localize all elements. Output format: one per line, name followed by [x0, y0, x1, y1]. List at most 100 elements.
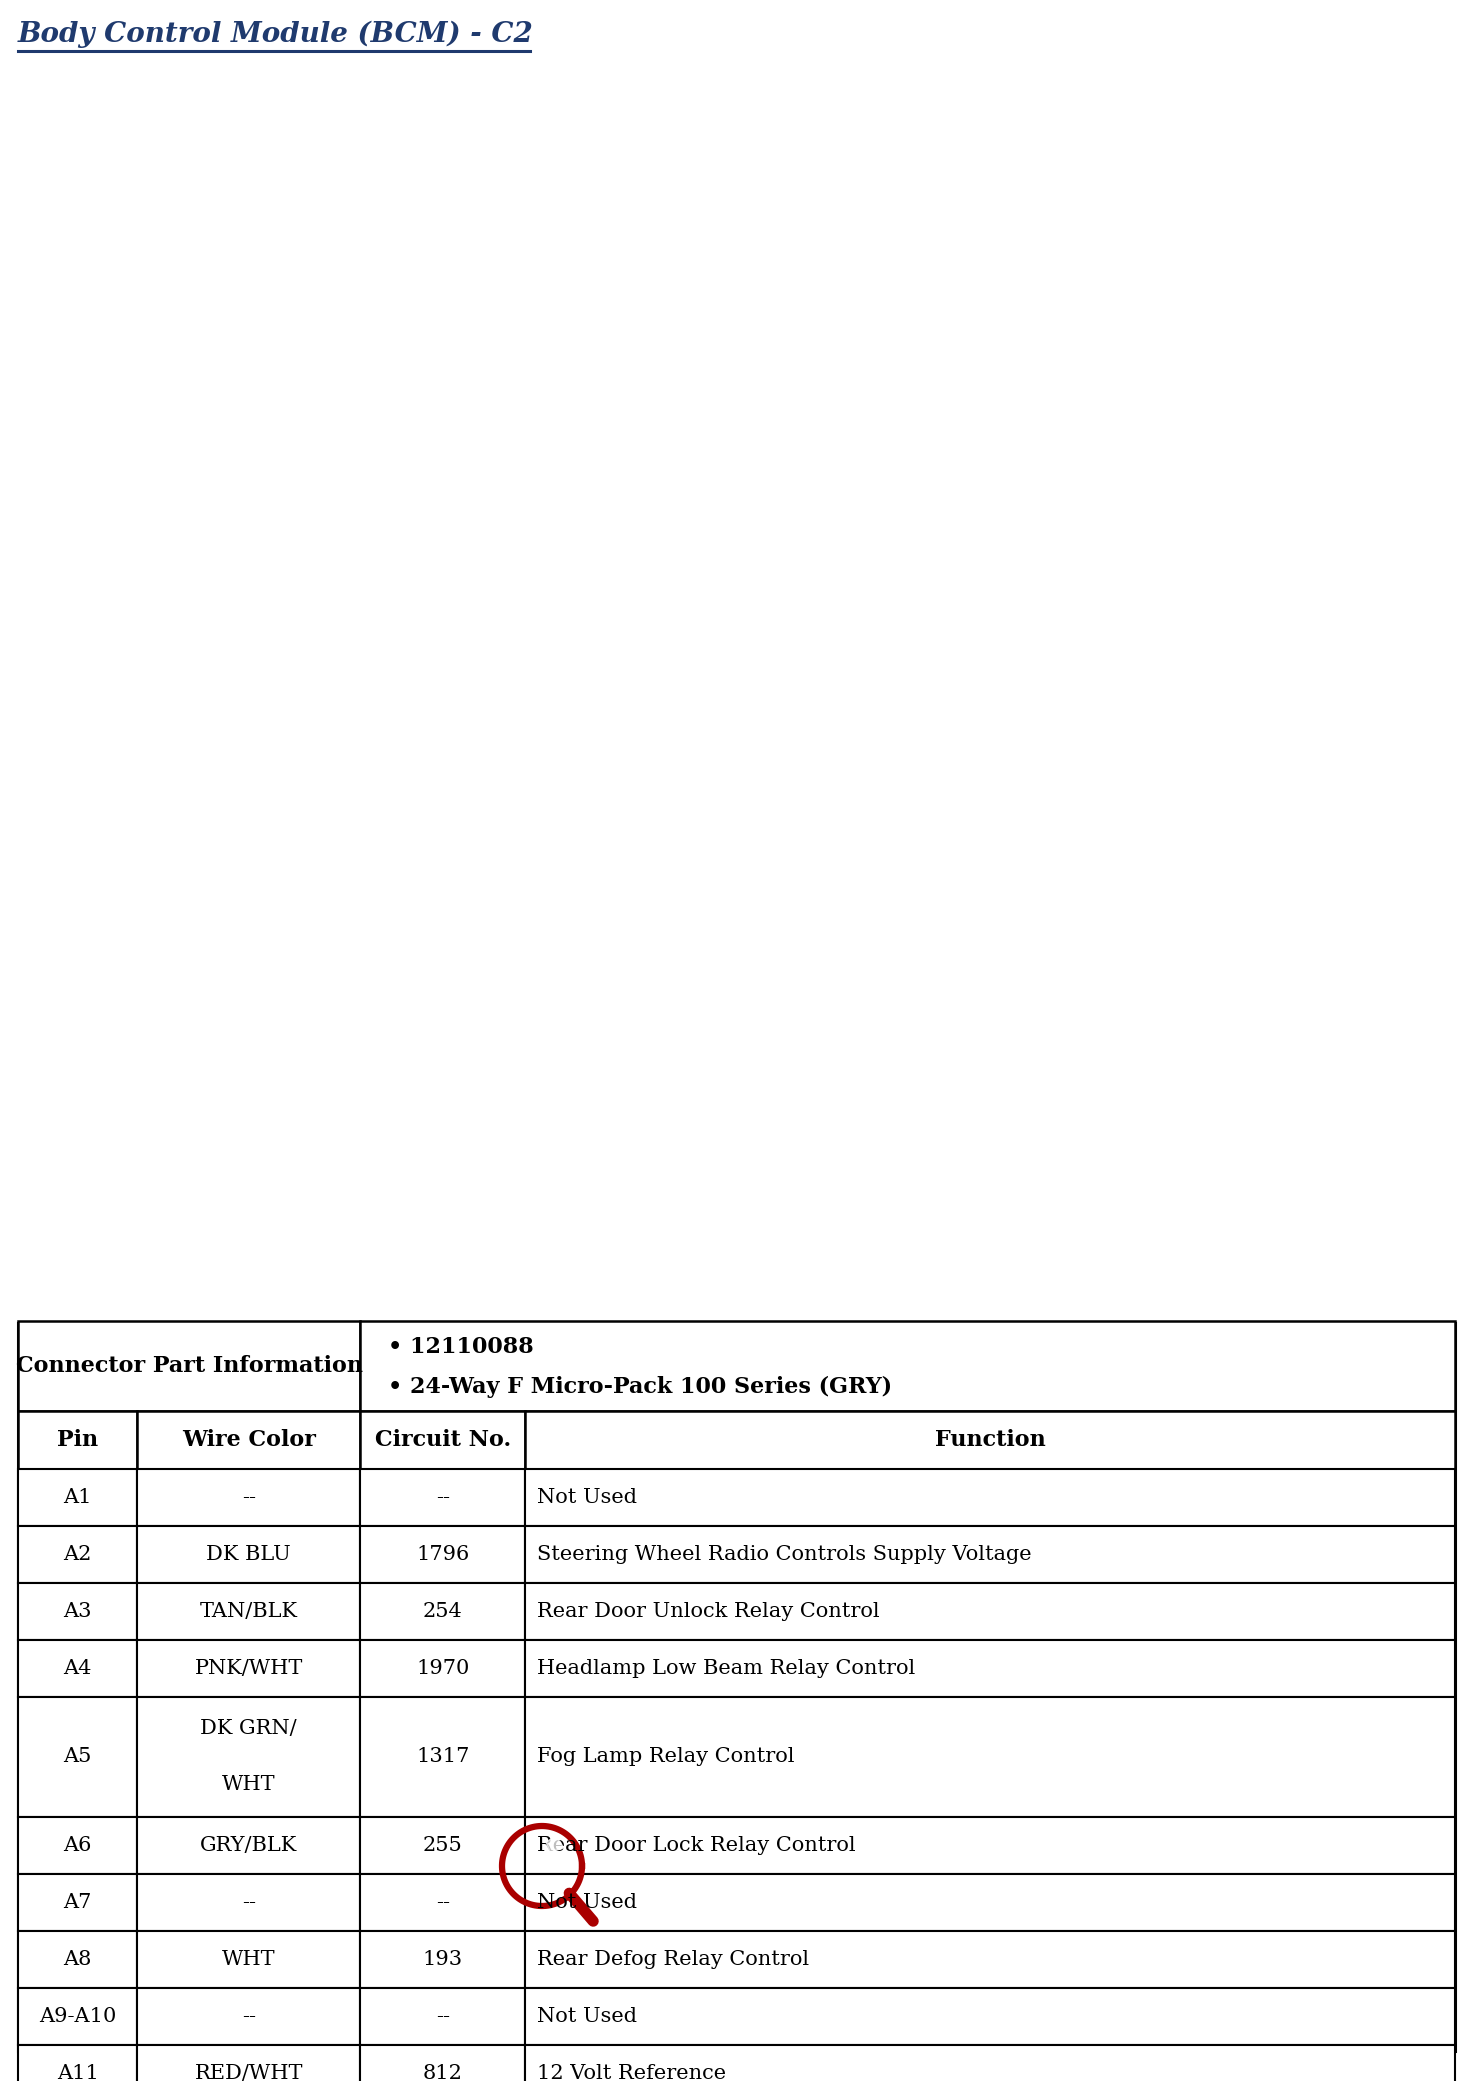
Bar: [783, 1596, 796, 1621]
Bar: [648, 1625, 673, 1656]
Bar: [526, 1931, 1454, 1987]
Text: Fog Lamp Relay Control: Fog Lamp Relay Control: [537, 1748, 795, 1767]
Bar: [553, 1625, 580, 1656]
Bar: [368, 1625, 394, 1656]
Text: Rear Door Unlock Relay Control: Rear Door Unlock Relay Control: [537, 1602, 880, 1621]
Bar: [526, 1875, 1454, 1931]
Bar: [461, 1723, 487, 1752]
Text: A3: A3: [63, 1602, 91, 1621]
Bar: [361, 1321, 1454, 1411]
Bar: [804, 1669, 818, 1694]
Bar: [526, 1584, 1454, 1640]
Bar: [824, 1596, 839, 1621]
Bar: [361, 1987, 526, 2046]
Text: Function: Function: [935, 1430, 1045, 1450]
Bar: [824, 1704, 839, 1729]
Bar: [526, 2046, 1454, 2081]
Bar: [361, 1640, 526, 1696]
Bar: [565, 1519, 626, 1561]
Bar: [252, 1594, 269, 1756]
Bar: [361, 1817, 526, 1875]
Polygon shape: [502, 1825, 581, 1906]
Bar: [361, 1875, 526, 1931]
Bar: [824, 1669, 839, 1694]
Polygon shape: [546, 1835, 564, 1852]
Bar: [137, 1640, 361, 1696]
Text: 812: 812: [422, 2064, 462, 2081]
Text: Not Used: Not Used: [537, 1894, 637, 1912]
Text: DK GRN/

WHT: DK GRN/ WHT: [200, 1719, 297, 1794]
Bar: [18, 1584, 137, 1640]
Bar: [330, 1527, 369, 1552]
Text: A9-A10: A9-A10: [38, 2006, 116, 2027]
Bar: [137, 1469, 361, 1525]
Bar: [553, 1723, 580, 1752]
Text: DK BLU: DK BLU: [206, 1544, 291, 1565]
Bar: [368, 1723, 394, 1752]
Text: --: --: [436, 1488, 449, 1507]
Bar: [804, 1634, 818, 1656]
Bar: [137, 1817, 361, 1875]
Bar: [523, 1723, 549, 1752]
Bar: [361, 1411, 526, 1469]
Bar: [783, 1634, 796, 1656]
Bar: [461, 1625, 487, 1656]
Bar: [492, 1625, 518, 1656]
Text: PNK/WHT: PNK/WHT: [194, 1659, 303, 1677]
Text: 1970: 1970: [417, 1659, 470, 1677]
Bar: [526, 1817, 1454, 1875]
Bar: [846, 1634, 860, 1656]
Bar: [526, 1525, 1454, 1584]
Bar: [867, 1669, 882, 1694]
Bar: [765, 1567, 920, 1750]
Bar: [867, 1704, 882, 1729]
Bar: [615, 1723, 642, 1752]
Text: • 12110088: • 12110088: [389, 1336, 534, 1359]
Text: --: --: [241, 1488, 256, 1507]
Bar: [430, 1625, 456, 1656]
Bar: [584, 1723, 611, 1752]
Bar: [18, 1817, 137, 1875]
Text: Body Control Module (BCM) - C2: Body Control Module (BCM) - C2: [18, 21, 534, 48]
Bar: [137, 2046, 361, 2081]
Text: Wire Color: Wire Color: [181, 1430, 315, 1450]
Bar: [824, 1634, 839, 1656]
Bar: [526, 1411, 1454, 1469]
Bar: [18, 1324, 1454, 2052]
Bar: [450, 1527, 490, 1552]
Bar: [137, 1931, 361, 1987]
Bar: [888, 1596, 902, 1621]
Bar: [361, 1469, 526, 1525]
Text: Steering Wheel Radio Controls Supply Voltage: Steering Wheel Radio Controls Supply Vol…: [537, 1544, 1032, 1565]
Bar: [18, 1875, 137, 1931]
Text: A5: A5: [63, 1748, 91, 1767]
Bar: [137, 1411, 361, 1469]
Text: Connector Part Information: Connector Part Information: [16, 1355, 362, 1378]
Text: Not Used: Not Used: [537, 1488, 637, 1507]
Bar: [361, 1584, 526, 1640]
Text: A2: A2: [63, 1544, 91, 1565]
Bar: [18, 2046, 137, 2081]
Bar: [804, 1704, 818, 1729]
Bar: [399, 1723, 425, 1752]
Text: A1: A1: [412, 1442, 447, 1465]
Bar: [888, 1634, 902, 1656]
Text: 12 Volt Reference: 12 Volt Reference: [537, 2064, 726, 2081]
Bar: [361, 1525, 526, 1584]
Bar: [361, 1931, 526, 1987]
Text: A6: A6: [63, 1835, 91, 1854]
Bar: [526, 1469, 1454, 1525]
Bar: [361, 1696, 526, 1817]
Text: GRY/BLK: GRY/BLK: [200, 1835, 297, 1854]
Bar: [867, 1596, 882, 1621]
Bar: [306, 1723, 333, 1752]
Bar: [337, 1723, 364, 1752]
Bar: [137, 1875, 361, 1931]
Bar: [648, 1723, 673, 1752]
Text: A7: A7: [63, 1894, 91, 1912]
Text: 1796: 1796: [417, 1544, 470, 1565]
Bar: [283, 1569, 687, 1781]
Bar: [18, 1987, 137, 2046]
Bar: [783, 1669, 796, 1694]
Bar: [526, 1696, 1454, 1817]
